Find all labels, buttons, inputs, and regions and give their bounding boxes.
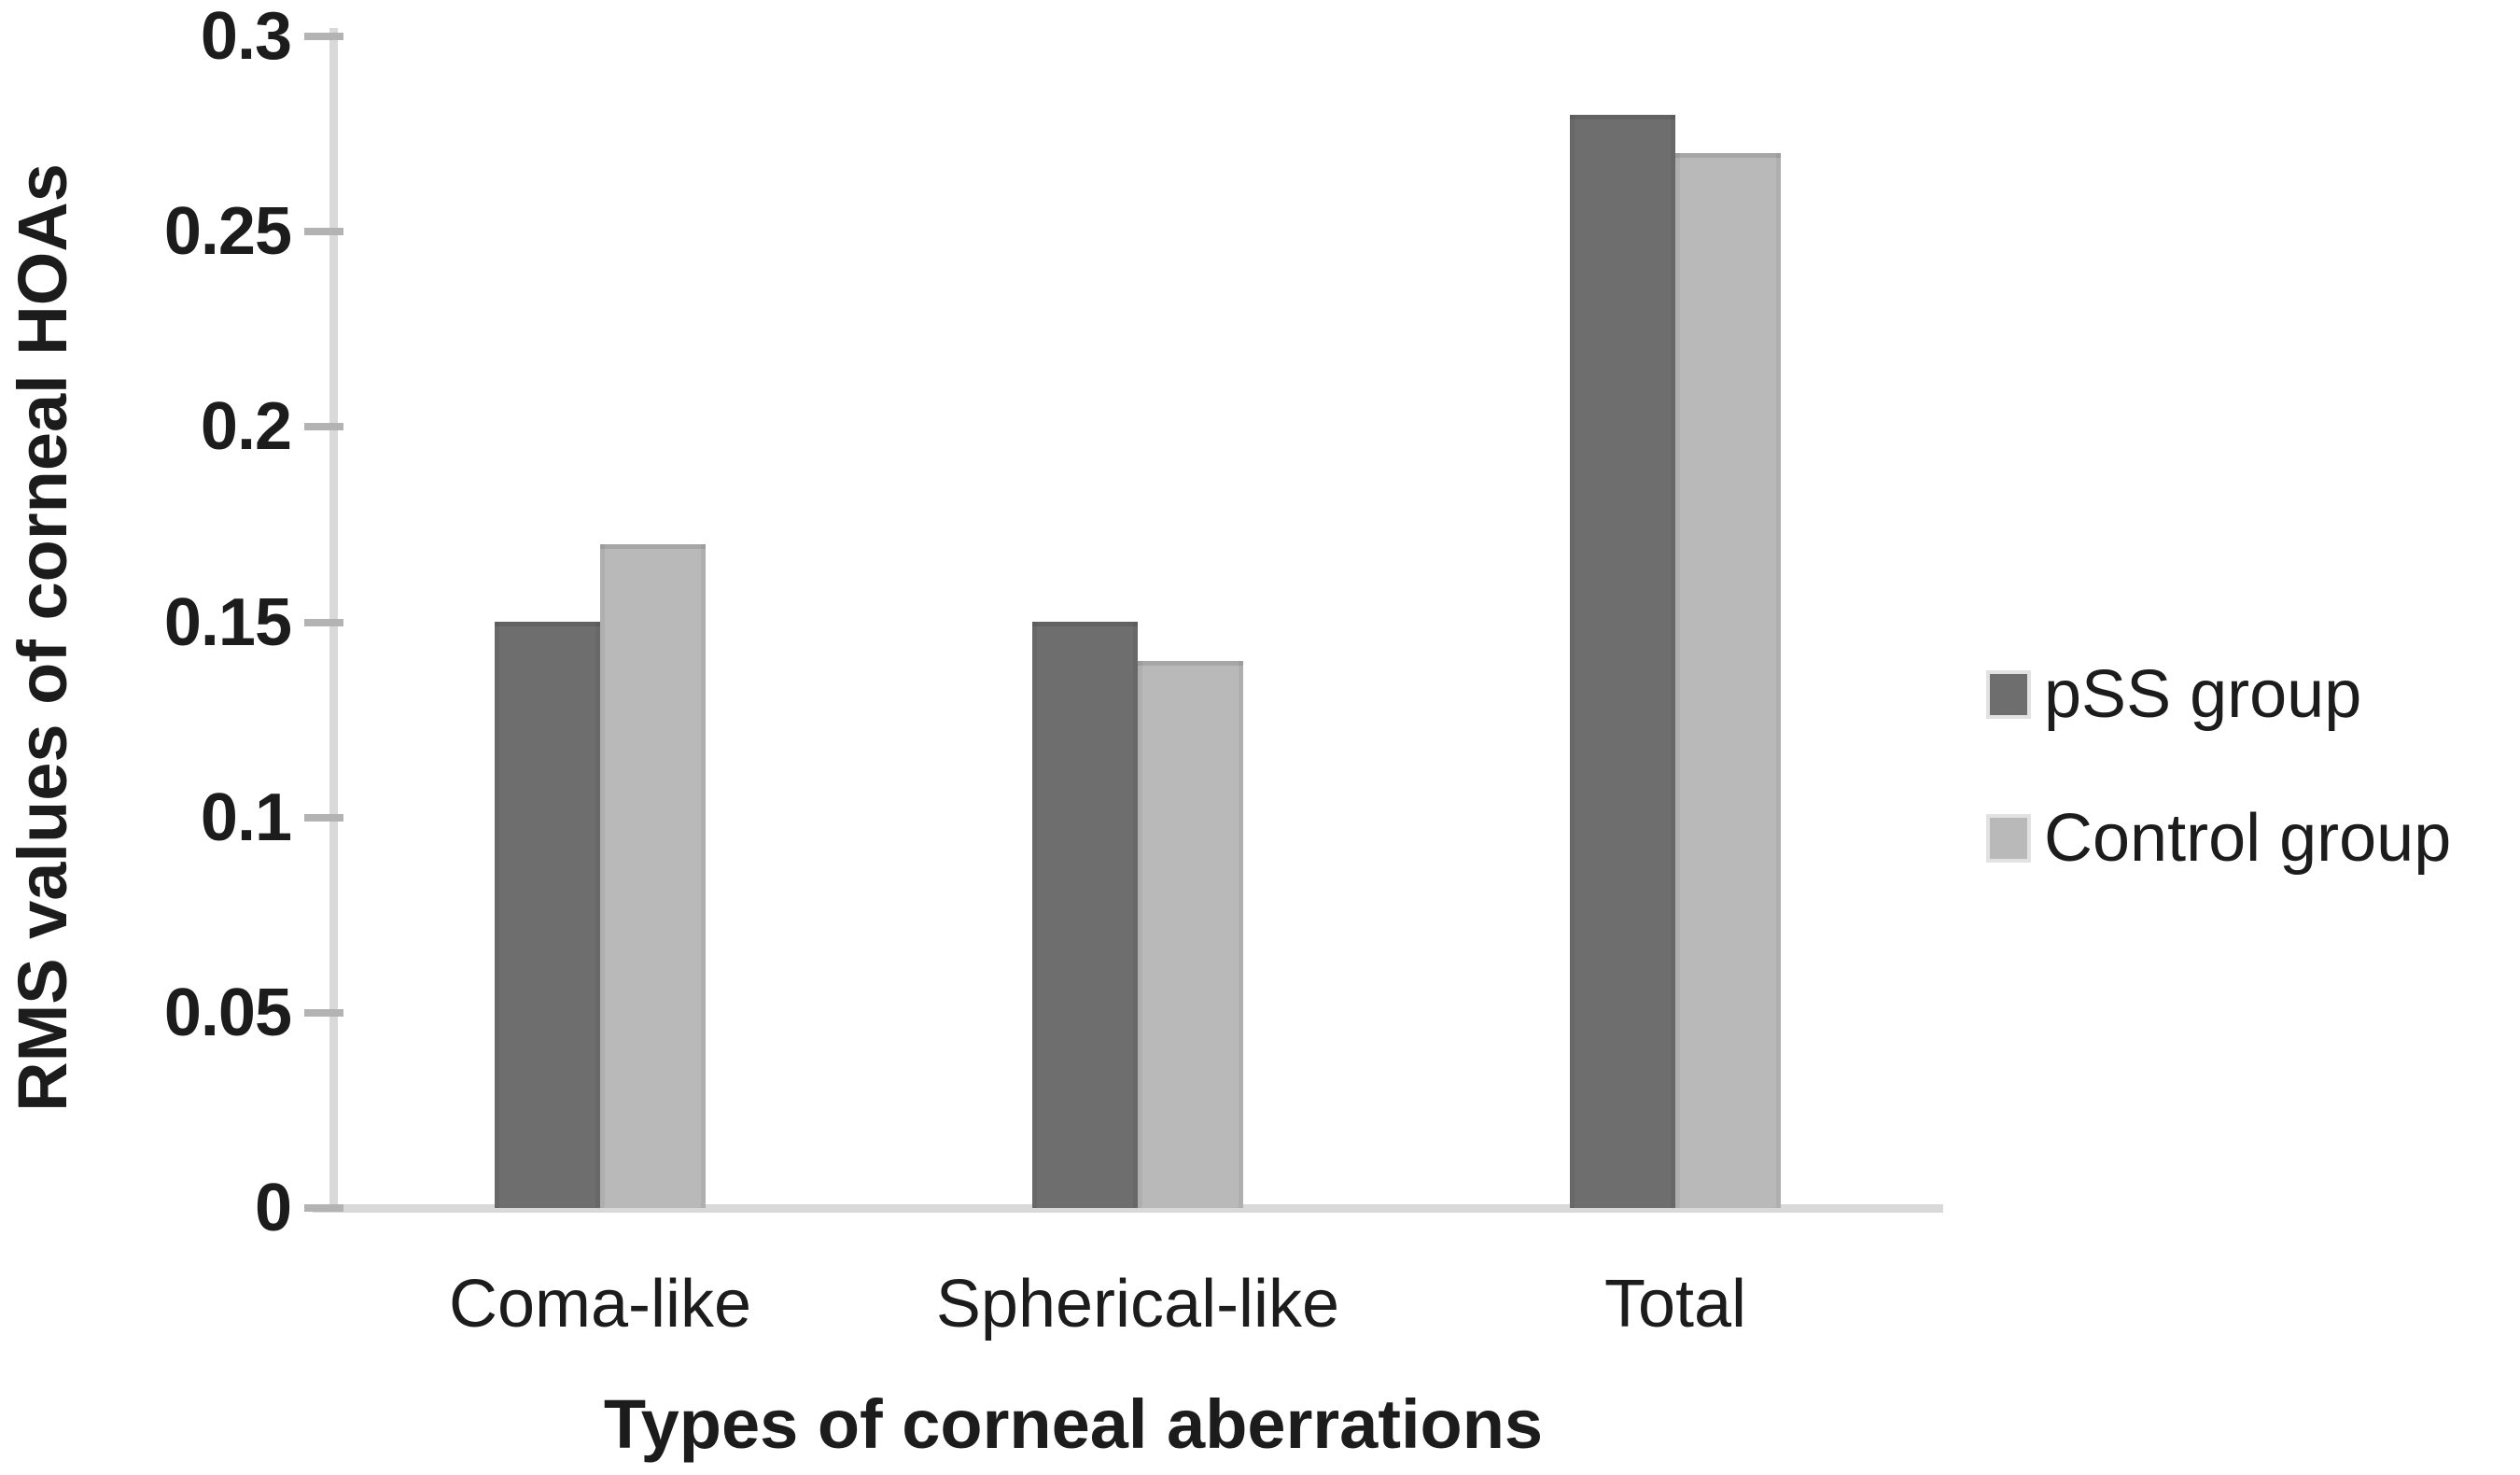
y-tick-label: 0.15 [163, 584, 292, 660]
y-tick-mark [304, 1008, 343, 1017]
x-tick-label: Spherical-like [935, 1267, 1340, 1342]
x-axis-line [313, 1204, 1943, 1213]
y-tick-mark [304, 618, 343, 626]
x-axis-title: Types of corneal aberrations [603, 1385, 1544, 1463]
bar-pss-group-spherical-like [1032, 622, 1138, 1208]
y-tick-mark [304, 1204, 343, 1212]
y-tick-label: 0.2 [200, 389, 292, 465]
y-tick-mark [304, 33, 343, 40]
legend-swatch-control-group [1986, 814, 2031, 863]
bar-control-group-total [1675, 153, 1781, 1208]
y-tick-mark [304, 228, 343, 236]
x-tick-label: Total [1603, 1267, 1747, 1342]
legend-label: Control group [2044, 801, 2452, 876]
legend-swatch-pss-group [1986, 670, 2031, 719]
y-tick-label: 0 [254, 1171, 292, 1245]
y-tick-label: 0.3 [200, 0, 292, 74]
y-tick-label: 0.1 [200, 780, 292, 855]
legend-label: pSS group [2044, 657, 2362, 732]
y-tick-mark [304, 813, 343, 822]
legend-item: pSS group [1986, 652, 2361, 738]
y-tick-label: 0.05 [163, 975, 292, 1050]
x-tick-label: Coma-like [448, 1267, 752, 1342]
bar-control-group-coma-like [600, 544, 706, 1208]
bar-control-group-spherical-like [1138, 661, 1243, 1208]
y-tick-label: 0.25 [163, 194, 292, 270]
legend-item: Control group [1986, 795, 2451, 881]
bar-pss-group-total [1570, 115, 1675, 1208]
bar-pss-group-coma-like [495, 622, 600, 1208]
y-tick-mark [304, 423, 343, 431]
